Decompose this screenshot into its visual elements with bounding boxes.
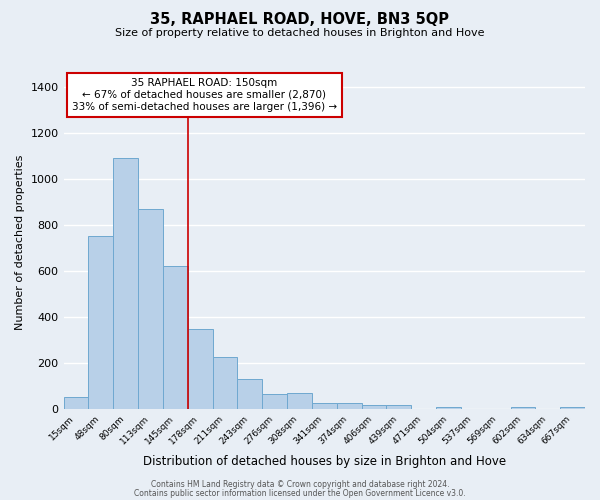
Bar: [386, 404, 411, 409]
Bar: [312, 404, 337, 409]
Bar: [163, 266, 188, 409]
Bar: [436, 407, 461, 409]
Bar: [188, 328, 212, 409]
Text: 35 RAPHAEL ROAD: 150sqm
← 67% of detached houses are smaller (2,870)
33% of semi: 35 RAPHAEL ROAD: 150sqm ← 67% of detache…: [72, 78, 337, 112]
Bar: [560, 407, 585, 409]
Y-axis label: Number of detached properties: Number of detached properties: [15, 154, 25, 330]
Bar: [238, 380, 262, 409]
Bar: [138, 208, 163, 409]
Text: Contains public sector information licensed under the Open Government Licence v3: Contains public sector information licen…: [134, 489, 466, 498]
Bar: [511, 407, 535, 409]
X-axis label: Distribution of detached houses by size in Brighton and Hove: Distribution of detached houses by size …: [143, 454, 506, 468]
Bar: [262, 394, 287, 409]
Bar: [64, 396, 88, 409]
Text: 35, RAPHAEL ROAD, HOVE, BN3 5QP: 35, RAPHAEL ROAD, HOVE, BN3 5QP: [151, 12, 449, 28]
Bar: [337, 404, 362, 409]
Text: Contains HM Land Registry data © Crown copyright and database right 2024.: Contains HM Land Registry data © Crown c…: [151, 480, 449, 489]
Bar: [287, 393, 312, 409]
Bar: [362, 404, 386, 409]
Bar: [113, 158, 138, 409]
Bar: [88, 236, 113, 409]
Bar: [212, 358, 238, 409]
Text: Size of property relative to detached houses in Brighton and Hove: Size of property relative to detached ho…: [115, 28, 485, 38]
